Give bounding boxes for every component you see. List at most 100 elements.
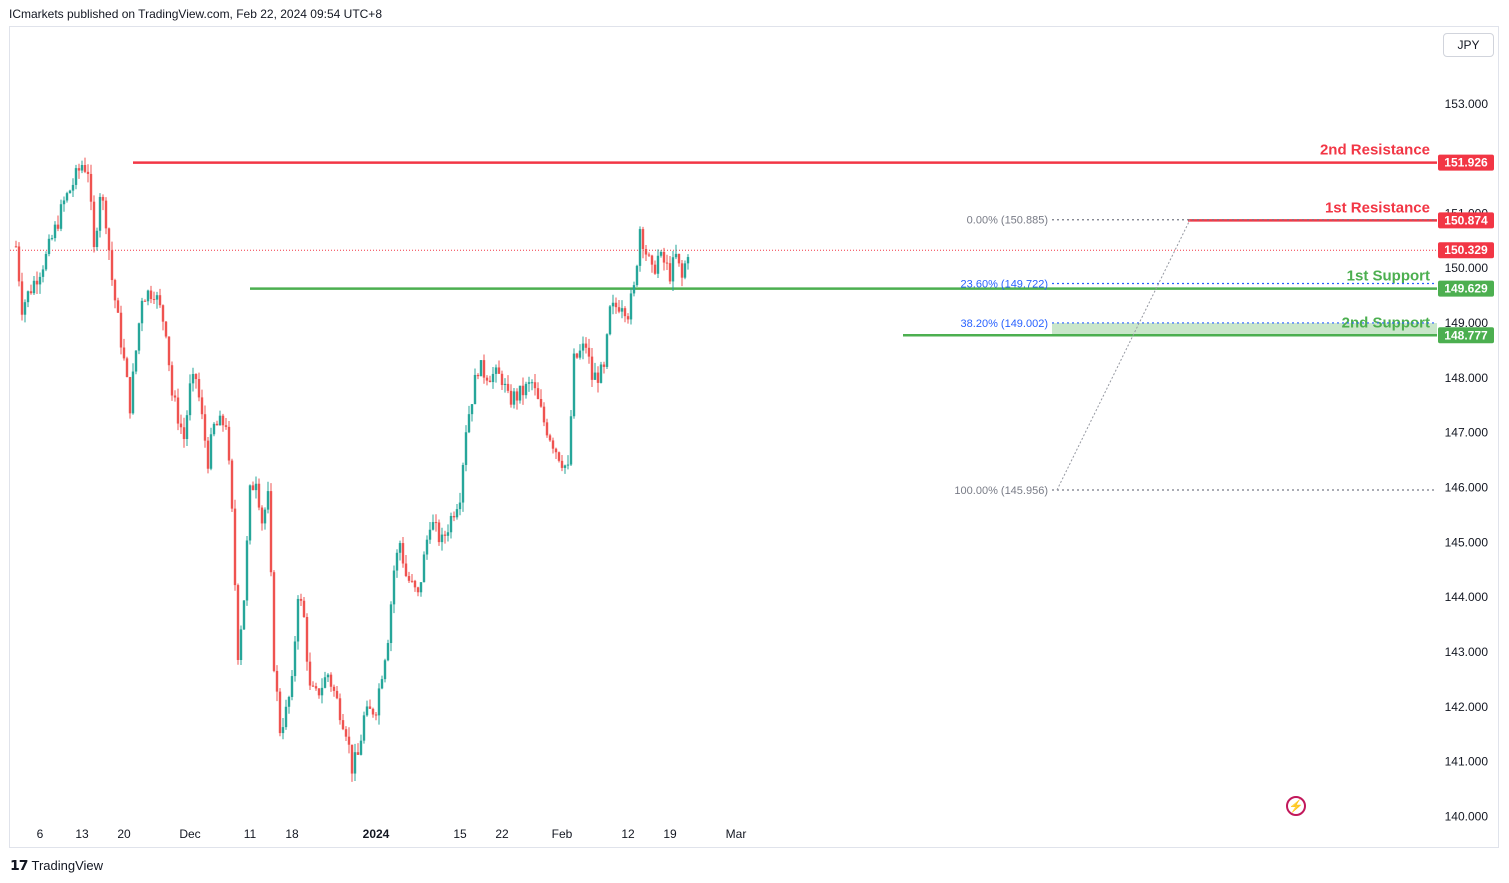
candle-body	[194, 373, 198, 380]
candle-body	[47, 238, 51, 254]
candle-body	[590, 356, 594, 380]
candle-body	[101, 196, 105, 201]
candle-body	[617, 307, 621, 312]
candle	[176, 388, 180, 431]
candle	[530, 379, 534, 391]
candle-body	[680, 263, 684, 278]
candle	[77, 163, 81, 179]
candle-body	[254, 483, 258, 491]
candle	[311, 681, 315, 688]
candle-body	[575, 353, 579, 358]
candle	[563, 464, 567, 474]
flash-icon[interactable]: ⚡	[1286, 796, 1306, 816]
x-tick-label: 12	[621, 827, 635, 841]
candle	[383, 658, 387, 683]
candle	[20, 272, 24, 321]
candle	[278, 688, 282, 737]
candle	[194, 373, 198, 389]
candle-body	[536, 388, 540, 399]
candle	[479, 359, 483, 377]
candle-body	[389, 604, 393, 644]
candle	[473, 368, 477, 405]
candle	[449, 512, 453, 539]
candle-body	[428, 529, 432, 540]
candle-body	[470, 404, 474, 415]
candle	[527, 376, 531, 392]
candle-body	[491, 373, 495, 383]
tradingview-logo-icon: 𝟭𝟳	[10, 857, 29, 873]
y-tick-label: 144.000	[1445, 590, 1489, 604]
candle-body	[146, 290, 150, 302]
candle	[632, 281, 636, 297]
candle-body	[467, 414, 471, 433]
candle-body	[242, 600, 246, 630]
candle	[32, 275, 36, 295]
candle	[653, 260, 657, 275]
candle-body	[533, 382, 537, 389]
candle-body	[92, 201, 96, 248]
candle-body	[89, 173, 93, 202]
candle	[17, 242, 21, 287]
candle	[242, 600, 246, 631]
currency-button[interactable]: JPY	[1443, 33, 1494, 57]
candle-body	[644, 248, 648, 255]
candle-body	[503, 383, 507, 385]
candle-body	[170, 365, 174, 396]
candle-body	[338, 698, 342, 721]
candle-body	[404, 563, 408, 577]
candle	[47, 234, 51, 257]
candle-body	[647, 254, 651, 256]
candle	[164, 320, 168, 339]
candle	[56, 215, 60, 232]
candle	[437, 519, 441, 546]
candle-body	[149, 290, 153, 300]
candle	[398, 540, 402, 561]
candle	[347, 727, 351, 754]
candle-body	[179, 423, 183, 428]
candle-body	[68, 190, 72, 194]
candle	[377, 683, 381, 725]
candle	[257, 478, 261, 511]
candle	[365, 700, 369, 717]
candle	[572, 348, 576, 419]
candle-body	[524, 383, 528, 396]
fibonacci-retracement: 0.00% (150.885) 23.60% (149.722) 38.20% (1…	[954, 215, 1437, 497]
candle	[110, 241, 114, 286]
candle	[107, 227, 111, 260]
candle	[158, 288, 162, 308]
candle	[101, 194, 105, 211]
x-tick-label: 11	[244, 827, 257, 841]
candle-body	[326, 674, 330, 678]
candle	[149, 285, 153, 304]
candle-body	[614, 302, 618, 308]
candle-body	[449, 515, 453, 533]
x-tick-label: 6	[37, 827, 44, 841]
candle	[470, 403, 474, 422]
candle-body	[608, 306, 612, 335]
candle-body	[527, 382, 531, 384]
candle	[491, 366, 495, 389]
y-tick-label: 150.000	[1445, 261, 1489, 275]
candle-body	[200, 397, 204, 415]
candle-body	[206, 440, 210, 469]
candle-body	[425, 539, 429, 555]
candle	[98, 193, 102, 238]
candle	[323, 671, 327, 689]
candle	[515, 388, 519, 410]
candle	[92, 195, 96, 253]
candle	[419, 582, 423, 597]
candle	[248, 484, 252, 545]
candle	[215, 420, 219, 426]
candle-body	[173, 395, 177, 398]
candle-body	[422, 554, 426, 583]
candle	[476, 373, 480, 380]
price-tag-value: 149.629	[1444, 282, 1488, 296]
candle	[482, 354, 486, 384]
candle	[356, 743, 360, 756]
candle-body	[671, 257, 675, 282]
candle	[581, 336, 585, 360]
candle	[74, 164, 78, 190]
candle-body	[188, 383, 192, 416]
candle-body	[74, 168, 78, 185]
